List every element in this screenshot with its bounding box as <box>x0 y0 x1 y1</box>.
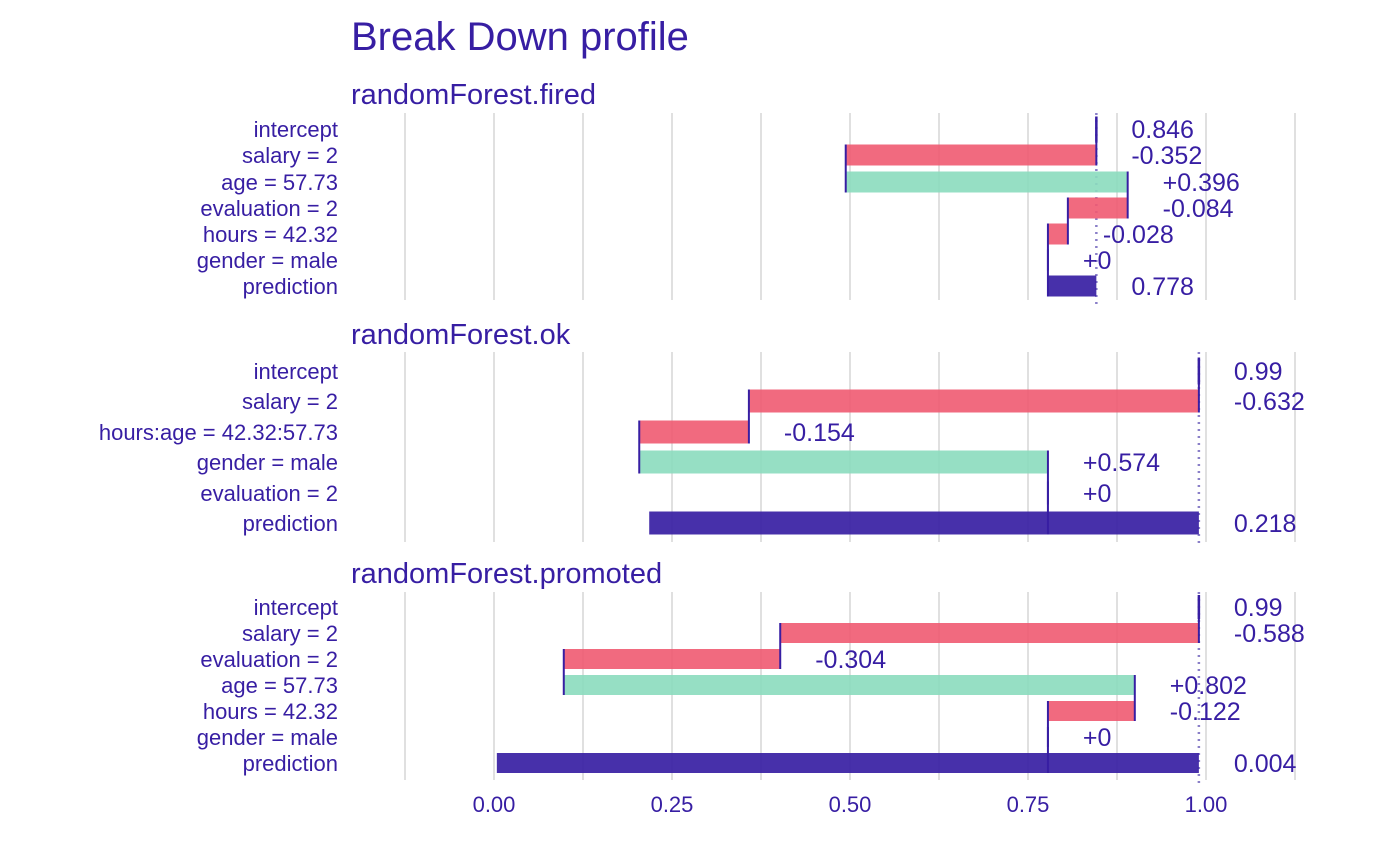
value-label: 0.218 <box>1234 510 1297 538</box>
contribution-bar <box>1047 223 1068 245</box>
row-label: evaluation = 2 <box>200 196 338 221</box>
row-label: hours = 42.32 <box>203 222 338 247</box>
value-label: 0.846 <box>1131 116 1194 144</box>
value-label: +0 <box>1083 724 1112 752</box>
value-label: -0.588 <box>1234 620 1305 648</box>
row-label: gender = male <box>197 248 338 273</box>
value-label: -0.154 <box>784 419 855 447</box>
value-label: -0.122 <box>1170 698 1241 726</box>
row-label: salary = 2 <box>242 143 338 168</box>
value-label: -0.028 <box>1103 221 1174 249</box>
x-tick-label: 1.00 <box>1185 792 1228 817</box>
x-tick-label: 0.75 <box>1007 792 1050 817</box>
value-label: -0.304 <box>815 646 886 674</box>
contribution-bar <box>639 450 1048 474</box>
value-label: +0.574 <box>1083 449 1160 477</box>
value-label: 0.004 <box>1234 750 1297 778</box>
row-label: salary = 2 <box>242 621 338 646</box>
row-label: evaluation = 2 <box>200 647 338 672</box>
value-label: +0.396 <box>1163 169 1240 197</box>
row-label: hours:age = 42.32:57.73 <box>99 420 338 445</box>
value-label: +0 <box>1083 480 1112 508</box>
panels-group: randomForest.fired intercept 0.846 salary =… <box>99 79 1305 784</box>
panel-2: randomForest.ok intercept 0.99 salary = 2 -0… <box>99 319 1305 546</box>
panel-title: randomForest.fired <box>351 79 596 111</box>
row-label: evaluation = 2 <box>200 481 338 506</box>
value-label: 0.99 <box>1234 594 1283 622</box>
row-label: intercept <box>254 117 338 142</box>
panel-1: randomForest.fired intercept 0.846 salary =… <box>197 79 1296 304</box>
contribution-bar <box>1067 197 1128 219</box>
value-label: -0.632 <box>1234 388 1305 416</box>
contribution-bar <box>563 675 1135 695</box>
x-tick-label: 0.25 <box>651 792 694 817</box>
value-label: 0.778 <box>1131 273 1194 301</box>
x-tick-label: 0.00 <box>473 792 516 817</box>
row-label: intercept <box>254 595 338 620</box>
panel-title: randomForest.ok <box>351 319 571 351</box>
row-label: gender = male <box>197 450 338 475</box>
contribution-bar <box>748 389 1199 413</box>
value-label: +0 <box>1083 247 1112 275</box>
value-label: 0.99 <box>1234 358 1283 386</box>
panel-title: randomForest.promoted <box>351 558 662 590</box>
row-label: gender = male <box>197 725 338 750</box>
row-label: age = 57.73 <box>221 170 338 195</box>
contribution-bar <box>845 171 1128 193</box>
prediction-bar <box>1047 275 1097 297</box>
row-label: intercept <box>254 359 338 384</box>
contribution-bar <box>845 144 1097 166</box>
row-label: prediction <box>243 751 338 776</box>
panel-3: randomForest.promoted intercept 0.99 salary… <box>197 558 1305 784</box>
row-label: prediction <box>243 274 338 299</box>
chart-title: Break Down profile <box>351 15 689 59</box>
contribution-bar <box>563 649 781 669</box>
prediction-bar <box>649 511 1199 535</box>
value-label: +0.802 <box>1170 672 1247 700</box>
x-tick-label: 0.50 <box>829 792 872 817</box>
value-label: -0.352 <box>1131 142 1202 170</box>
row-label: prediction <box>243 511 338 536</box>
row-label: age = 57.73 <box>221 673 338 698</box>
row-label: salary = 2 <box>242 389 338 414</box>
contribution-bar <box>780 623 1199 643</box>
contribution-bar <box>639 420 749 444</box>
prediction-bar <box>496 753 1199 773</box>
x-axis: 0.00 0.25 0.50 0.75 1.00 <box>473 792 1228 817</box>
row-label: hours = 42.32 <box>203 699 338 724</box>
value-label: -0.084 <box>1163 195 1234 223</box>
contribution-bar <box>1047 701 1135 721</box>
